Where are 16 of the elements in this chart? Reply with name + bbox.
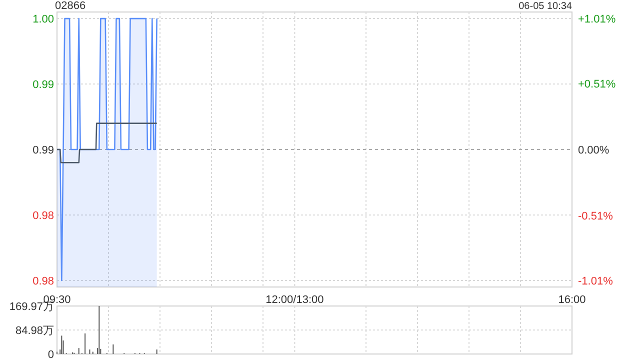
y-tick-label: 1.00	[32, 14, 54, 26]
y2-tick-label: -1.01%	[578, 276, 614, 288]
y-tick-label: 0.99	[32, 144, 54, 156]
y2-tick-label: +1.01%	[578, 13, 616, 26]
y-tick-label: 84.98万	[15, 325, 54, 337]
y2-tick-label: -0.51%	[578, 210, 614, 223]
x-tick-label: 12:00/13:00	[266, 294, 324, 306]
y2-tick-label: 0.00%	[578, 144, 610, 156]
chart-title: 02866	[55, 0, 86, 12]
y-tick-label: 0.98	[32, 210, 54, 222]
text: 06-05 10:34	[518, 1, 572, 12]
y-tick-label: 0.99	[32, 79, 54, 92]
y-tick-label: 0	[48, 349, 54, 360]
x-tick-label: 16:00	[558, 294, 586, 306]
y2-tick-label: +0.51%	[578, 78, 616, 90]
y-tick-label: 0.98	[32, 275, 54, 288]
